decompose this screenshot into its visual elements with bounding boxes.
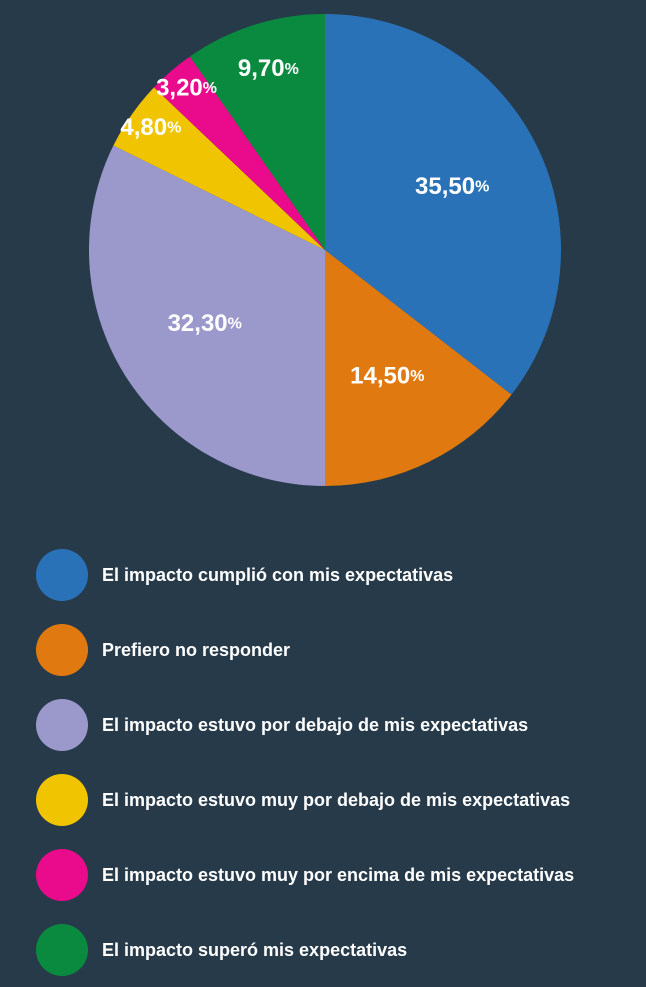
legend-swatch: [36, 848, 88, 901]
data-label: 32,30%: [168, 310, 242, 337]
legend-item: El impacto superó mis expectativas: [36, 912, 636, 987]
legend-label: El impacto superó mis expectativas: [102, 939, 408, 960]
pie-slice: [325, 250, 512, 486]
legend: El impacto cumplió con mis expectativas P…: [36, 537, 636, 987]
pie-slice: [325, 14, 562, 395]
legend-label: El impacto estuvo por debajo de mis expe…: [102, 714, 529, 735]
legend-label: El impacto cumplió con mis expectativas: [102, 564, 454, 585]
legend-swatch: [36, 773, 88, 826]
pie-slice: [189, 14, 325, 250]
legend-item: El impacto estuvo muy por encima de mis …: [36, 837, 636, 912]
legend-swatch: [36, 698, 88, 751]
legend-label: El impacto estuvo muy por encima de mis …: [102, 864, 575, 885]
pie-slice: [153, 56, 325, 250]
legend-swatch: [36, 548, 88, 601]
page: 35,50% 14,50% 32,30% 4,80% 3,20% 9,70% El imp…: [36, 14, 575, 976]
legend-label: Prefiero no responder: [102, 639, 291, 660]
legend-swatch: [36, 623, 88, 676]
legend-item: El impacto estuvo muy por debajo de mis …: [36, 762, 636, 837]
legend-item: Prefiero no responder: [36, 612, 636, 687]
legend-item: El impacto estuvo por debajo de mis expe…: [36, 687, 636, 762]
legend-swatch: [36, 923, 88, 976]
pie-slice: [88, 145, 325, 486]
pie-slice: [113, 87, 325, 250]
legend-label: El impacto estuvo muy por debajo de mis …: [102, 789, 571, 810]
chart: 35,50%14,50%32,30%4,80%3,20%9,70%: [88, 14, 562, 486]
legend-item: El impacto cumplió con mis expectativas: [36, 537, 636, 612]
